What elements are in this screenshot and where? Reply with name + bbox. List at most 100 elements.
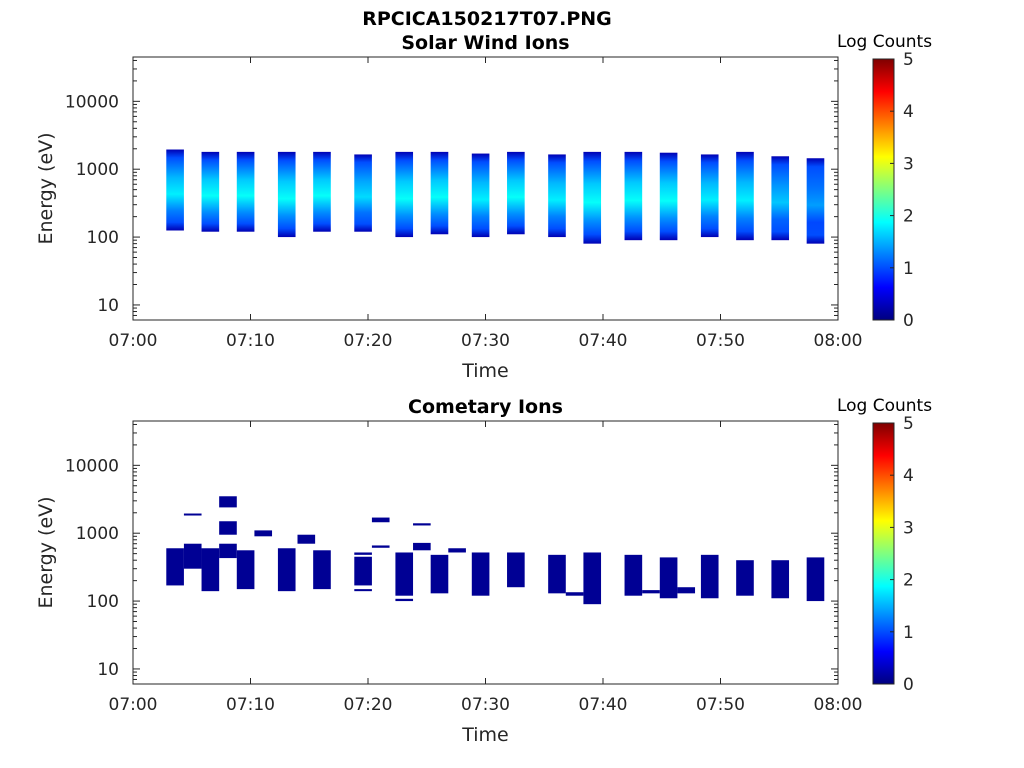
data-block [736, 151, 754, 241]
data-block [183, 513, 202, 516]
panel-title: Cometary Ions [408, 396, 563, 418]
colorbar-tick-label: 3 [903, 154, 914, 174]
x-axis-label: Time [461, 724, 509, 746]
colorbar-tick-label: 4 [903, 102, 914, 122]
data-block [583, 552, 602, 605]
y-axis-label: Energy (eV) [35, 496, 57, 608]
data-block [236, 550, 255, 590]
y-tick-label: 10 [97, 296, 119, 316]
data-block [183, 543, 202, 569]
data-block [166, 149, 184, 231]
data-layer [166, 149, 825, 244]
x-tick-label: 08:00 [814, 331, 863, 351]
data-block [806, 158, 825, 244]
data-block [201, 548, 220, 592]
x-tick-label: 07:30 [461, 695, 510, 715]
x-tick-label: 07:00 [109, 695, 158, 715]
panel-2: Cometary Ions 07:00 07:10 07:20 07:30 07:40 07… [35, 396, 932, 746]
figure-title: RPCICA150217T07.PNG [362, 8, 612, 30]
colorbar-label: Log Counts [837, 396, 932, 416]
x-tick-label: 07:10 [226, 331, 275, 351]
y-axis-label: Energy (eV) [35, 132, 57, 244]
data-block [395, 598, 414, 602]
colorbar-tick-label: 2 [903, 571, 914, 591]
data-block [313, 151, 331, 232]
data-block [354, 552, 372, 555]
y-tick-label: 10000 [65, 456, 119, 476]
data-block [624, 554, 643, 596]
data-layer [166, 496, 825, 605]
x-axis-label: Time [461, 360, 509, 382]
colorbar-tick-label: 1 [903, 623, 914, 643]
colorbar-tick-label: 0 [903, 675, 914, 695]
data-block [219, 521, 237, 535]
colorbar-tick-label: 5 [903, 414, 914, 434]
data-block [354, 154, 372, 232]
colorbar-label: Log Counts [837, 32, 932, 52]
y-tick-label: 10000 [65, 92, 119, 112]
data-block [507, 151, 525, 235]
data-block [736, 560, 754, 596]
data-block [548, 554, 566, 594]
data-block [413, 523, 431, 526]
data-block [354, 556, 372, 586]
data-block [413, 542, 431, 551]
colorbar-tick-label: 3 [903, 518, 914, 538]
data-block [201, 151, 220, 232]
panel-1: Solar Wind Ions 07:00 07:10 07:20 07:30 07:40… [35, 32, 932, 382]
data-block [806, 557, 825, 602]
data-block [700, 554, 719, 599]
data-block [659, 152, 678, 241]
colorbar [872, 422, 895, 685]
x-tick-label: 07:40 [579, 695, 628, 715]
x-tick-label: 07:50 [696, 331, 745, 351]
data-block [219, 496, 237, 508]
x-tick-label: 07:40 [579, 331, 628, 351]
data-block [371, 517, 390, 523]
colorbar-tick-label: 4 [903, 466, 914, 486]
data-block [354, 589, 372, 592]
data-block [166, 548, 184, 586]
data-block [277, 548, 296, 592]
panel-title: Solar Wind Ions [401, 32, 569, 54]
x-tick-label: 08:00 [814, 695, 863, 715]
data-block [548, 154, 566, 238]
data-block [700, 154, 719, 238]
colorbar-tick-label: 5 [903, 50, 914, 70]
y-tick-label: 1000 [76, 160, 119, 180]
x-tick-label: 07:20 [344, 695, 393, 715]
data-block [507, 552, 525, 588]
colorbar-tick-label: 1 [903, 259, 914, 279]
data-block [677, 587, 696, 594]
data-block [313, 550, 331, 590]
data-block [430, 151, 449, 235]
data-block [471, 153, 490, 238]
data-block [254, 530, 273, 537]
x-tick-label: 07:30 [461, 331, 510, 351]
x-tick-label: 07:20 [344, 331, 393, 351]
data-block [371, 545, 390, 548]
y-tick-label: 100 [87, 592, 119, 612]
y-tick-label: 100 [87, 228, 119, 248]
data-block [771, 560, 790, 599]
data-block [771, 156, 790, 241]
data-block [430, 554, 449, 594]
colorbar-tick-label: 0 [903, 311, 914, 331]
data-block [277, 151, 296, 238]
colorbar [872, 58, 895, 321]
data-block [565, 592, 584, 596]
data-block [642, 590, 660, 594]
colorbar-tick-label: 2 [903, 207, 914, 227]
y-tick-label: 10 [97, 660, 119, 680]
data-block [395, 151, 414, 238]
data-block [583, 151, 602, 244]
x-tick-label: 07:10 [226, 695, 275, 715]
y-tick-label: 1000 [76, 524, 119, 544]
data-block [659, 557, 678, 599]
data-block [219, 543, 237, 559]
data-block [471, 552, 490, 596]
data-block [448, 548, 466, 553]
data-block [236, 151, 255, 232]
data-block [624, 151, 643, 241]
